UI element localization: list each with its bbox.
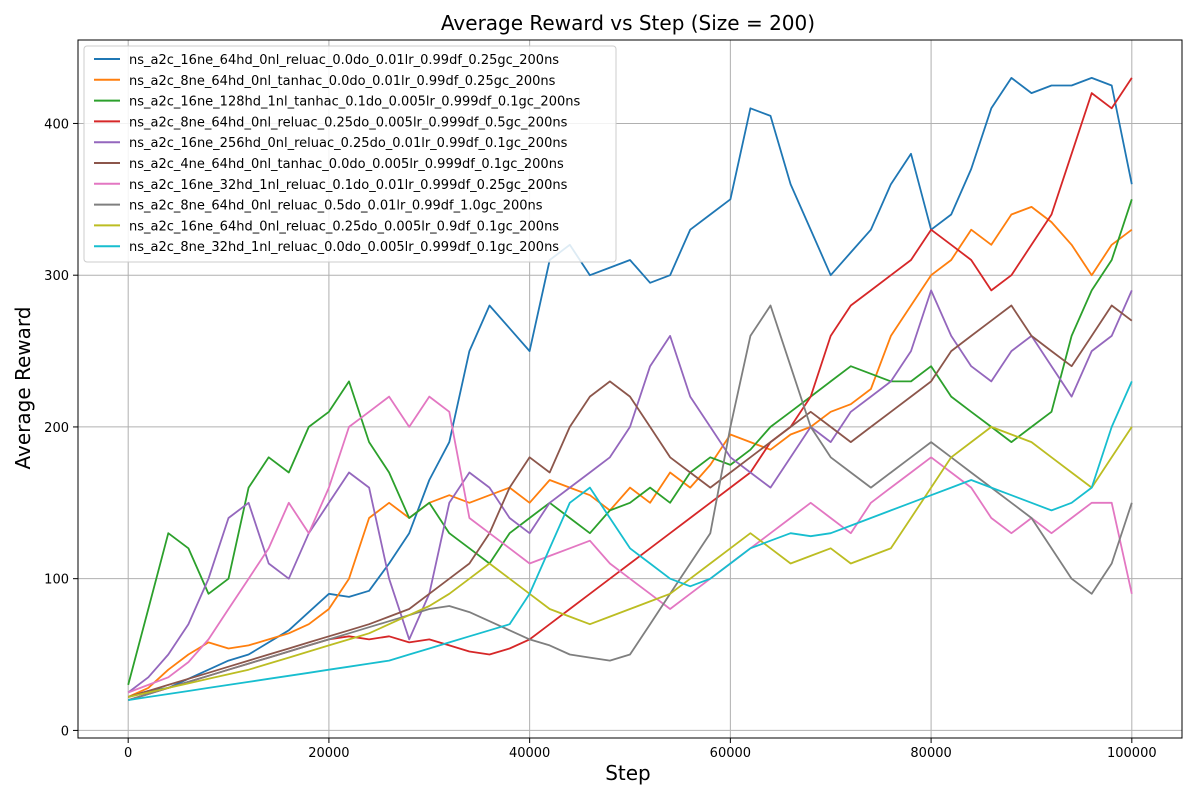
legend-label: ns_a2c_8ne_64hd_0nl_tanhac_0.0do_0.01lr_… — [129, 74, 556, 89]
y-tick-label: 200 — [44, 421, 69, 436]
x-tick-label: 0 — [124, 746, 132, 761]
legend-label: ns_a2c_8ne_64hd_0nl_reluac_0.25do_0.005l… — [129, 115, 568, 130]
series-line-5 — [127, 289, 1133, 694]
chart-title: Average Reward vs Step (Size = 200) — [441, 11, 815, 35]
y-axis-title: Average Reward — [11, 307, 35, 470]
legend-label: ns_a2c_16ne_64hd_0nl_reluac_0.0do_0.01lr… — [129, 53, 559, 68]
y-tick-label: 100 — [44, 573, 69, 588]
legend-label: ns_a2c_16ne_64hd_0nl_reluac_0.25do_0.005… — [129, 219, 559, 234]
series-line-10 — [128, 381, 1133, 701]
series-line-1 — [127, 77, 1133, 698]
legend: ns_a2c_16ne_64hd_0nl_reluac_0.0do_0.01lr… — [83, 45, 617, 263]
series-line-8 — [127, 304, 1133, 701]
legend-label: ns_a2c_8ne_64hd_0nl_reluac_0.5do_0.01lr_… — [129, 199, 543, 214]
legend-box — [83, 45, 617, 263]
legend-label: ns_a2c_8ne_32hd_1nl_reluac_0.0do_0.005lr… — [129, 240, 559, 255]
x-tick-label: 40000 — [509, 746, 550, 761]
series-line-3 — [127, 199, 1133, 686]
y-tick-label: 400 — [44, 117, 69, 132]
x-tick-label: 20000 — [308, 746, 349, 761]
series-line-9 — [128, 425, 1133, 698]
x-tick-label: 80000 — [910, 746, 951, 761]
legend-label: ns_a2c_16ne_32hd_1nl_reluac_0.1do_0.01lr… — [129, 178, 568, 193]
legend-label: ns_a2c_4ne_64hd_0nl_tanhac_0.0do_0.005lr… — [129, 157, 564, 172]
y-tick-label: 0 — [61, 724, 69, 739]
x-tick-label: 100000 — [1107, 746, 1157, 761]
series-group — [127, 77, 1133, 701]
y-tick-label: 300 — [44, 269, 69, 284]
x-tick-label: 60000 — [710, 746, 751, 761]
legend-label: ns_a2c_16ne_128hd_1nl_tanhac_0.1do_0.005… — [129, 95, 580, 110]
legend-label: ns_a2c_16ne_256hd_0nl_reluac_0.25do_0.01… — [129, 136, 568, 151]
series-line-2 — [127, 205, 1133, 698]
series-line-6 — [127, 304, 1133, 698]
plot-area-frame — [77, 39, 1183, 739]
axis-ticks: 0 20000 40000 60000 80000 100000 0 100 200 300 400 — [44, 117, 1156, 761]
x-axis-title: Step — [605, 761, 651, 785]
